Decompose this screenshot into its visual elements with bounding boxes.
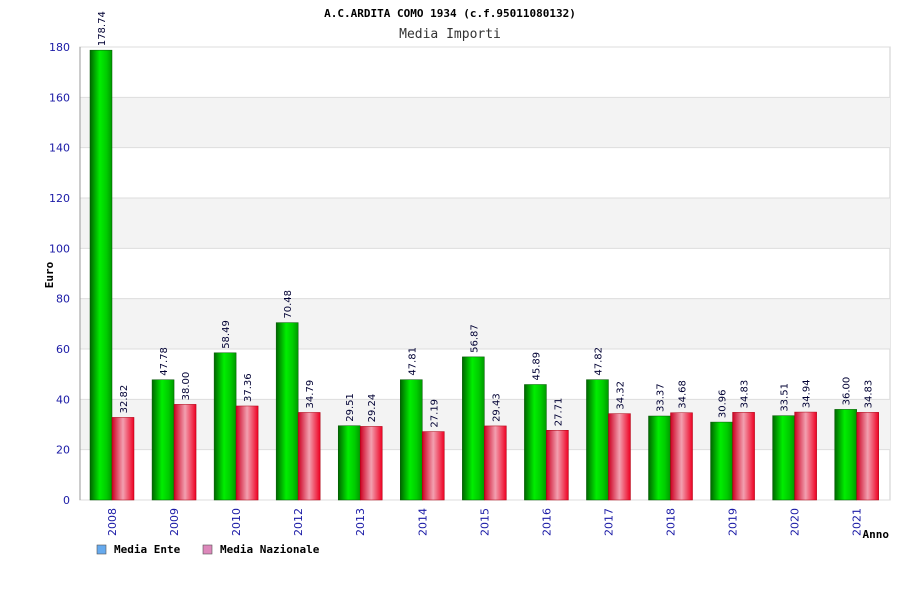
y-tick-label: 140: [49, 142, 70, 155]
value-label-media-nazionale: 38.00: [181, 372, 192, 401]
value-label-media-ente: 36.00: [842, 377, 853, 406]
x-tick-label: 2016: [540, 508, 553, 536]
value-label-media-nazionale: 34.68: [678, 380, 689, 409]
chart-title: A.C.ARDITA COMO 1934 (c.f.95011080132): [324, 7, 576, 20]
value-label-media-nazionale: 34.32: [615, 381, 626, 410]
bar-media-ente: [648, 415, 671, 501]
grid-band: [80, 198, 890, 249]
x-tick-label: 2015: [478, 508, 491, 536]
bar-media-ente: [524, 384, 547, 501]
value-label-media-nazionale: 37.36: [243, 373, 254, 402]
grid-band: [80, 298, 890, 349]
value-label-media-nazionale: 29.43: [491, 393, 502, 422]
x-tick-label: 2020: [789, 508, 802, 536]
value-label-media-ente: 70.48: [283, 290, 294, 319]
x-tick-label: 2018: [665, 508, 678, 536]
bar-media-nazionale: [670, 412, 693, 501]
y-tick-label: 0: [63, 494, 70, 507]
bar-media-nazionale: [235, 405, 259, 501]
bar-media-ente: [400, 379, 423, 501]
x-tick-label: 2008: [106, 508, 119, 536]
value-label-media-ente: 47.78: [159, 347, 170, 376]
value-label-media-ente: 33.51: [780, 383, 791, 412]
bar-media-ente: [151, 379, 175, 501]
bar-media-ente: [462, 356, 485, 501]
y-axis-label: Euro: [43, 261, 56, 288]
value-label-media-ente: 47.81: [407, 347, 418, 376]
y-tick-label: 160: [49, 91, 70, 104]
chart-subtitle: Media Importi: [399, 27, 501, 42]
legend-swatch-media-ente: [96, 544, 107, 555]
bar-media-ente: [772, 415, 795, 501]
bar-media-nazionale: [484, 425, 507, 501]
y-tick-label: 40: [56, 393, 70, 406]
x-tick-label: 2017: [602, 508, 615, 536]
y-tick-label: 60: [56, 343, 70, 356]
bar-media-ente: [213, 352, 237, 501]
y-tick-label: 20: [56, 444, 70, 457]
bar-media-ente: [89, 49, 113, 501]
y-tick-label: 80: [56, 293, 70, 306]
value-label-media-ente: 30.96: [718, 389, 729, 418]
y-tick-label: 120: [49, 192, 70, 205]
bar-media-nazionale: [608, 413, 631, 501]
x-tick-label: 2010: [230, 508, 243, 536]
bar-media-nazionale: [856, 412, 879, 501]
bar-media-ente: [586, 379, 609, 501]
y-tick-label: 180: [49, 41, 70, 54]
x-axis-ticks: 2008 2009 2010 2012 2013 2014 2015 2016 2017 2018…: [106, 508, 864, 536]
bar-media-ente: [275, 322, 299, 501]
value-label-media-ente: 45.89: [531, 352, 542, 381]
x-axis-label: Anno: [863, 528, 890, 541]
bar-media-nazionale: [359, 426, 383, 501]
x-tick-label: 2009: [168, 508, 181, 536]
bar-media-nazionale: [422, 431, 445, 501]
bar-media-ente: [710, 421, 733, 501]
legend-swatch-media-nazionale: [202, 544, 213, 555]
x-tick-label: 2021: [851, 508, 864, 536]
value-label-media-nazionale: 32.82: [119, 385, 130, 414]
bars: 178.74 32.82 47.78 38.00 58.49 37.36 70.48 34.7…: [89, 11, 879, 501]
x-tick-label: 2014: [416, 508, 429, 536]
legend-label-media-ente: Media Ente: [114, 543, 181, 556]
value-label-media-nazionale: 34.83: [864, 380, 875, 409]
x-tick-label: 2019: [727, 508, 740, 536]
bar-media-nazionale: [546, 430, 569, 501]
legend-label-media-nazionale: Media Nazionale: [220, 543, 320, 556]
y-tick-label: 100: [49, 242, 70, 255]
value-label-media-ente: 29.51: [345, 393, 356, 422]
value-label-media-nazionale: 29.24: [367, 394, 378, 423]
bar-media-nazionale: [732, 412, 755, 501]
value-label-media-nazionale: 27.71: [553, 398, 564, 427]
value-label-media-nazionale: 27.19: [429, 399, 440, 428]
value-label-media-ente: 58.49: [221, 320, 232, 349]
value-label-media-ente: 47.82: [593, 347, 604, 376]
value-label-media-ente: 178.74: [97, 11, 108, 46]
value-label-media-ente: 33.37: [656, 383, 667, 412]
value-label-media-nazionale: 34.79: [305, 380, 316, 409]
bar-media-nazionale: [297, 412, 321, 501]
bar-media-nazionale: [111, 417, 135, 501]
bar-media-nazionale: [794, 411, 817, 501]
value-label-media-ente: 56.87: [469, 324, 480, 353]
legend: Media Ente Media Nazionale: [96, 543, 320, 556]
bar-media-ente: [834, 409, 857, 501]
value-label-media-nazionale: 34.83: [740, 380, 751, 409]
x-tick-label: 2013: [354, 508, 367, 536]
y-axis-ticks: 0 20 40 60 80 100 120 140 160 180: [49, 41, 70, 507]
value-label-media-nazionale: 34.94: [802, 379, 813, 408]
bar-media-nazionale: [173, 404, 197, 501]
grid-band: [80, 97, 890, 148]
x-tick-label: 2012: [292, 508, 305, 536]
bar-media-ente: [337, 425, 361, 501]
